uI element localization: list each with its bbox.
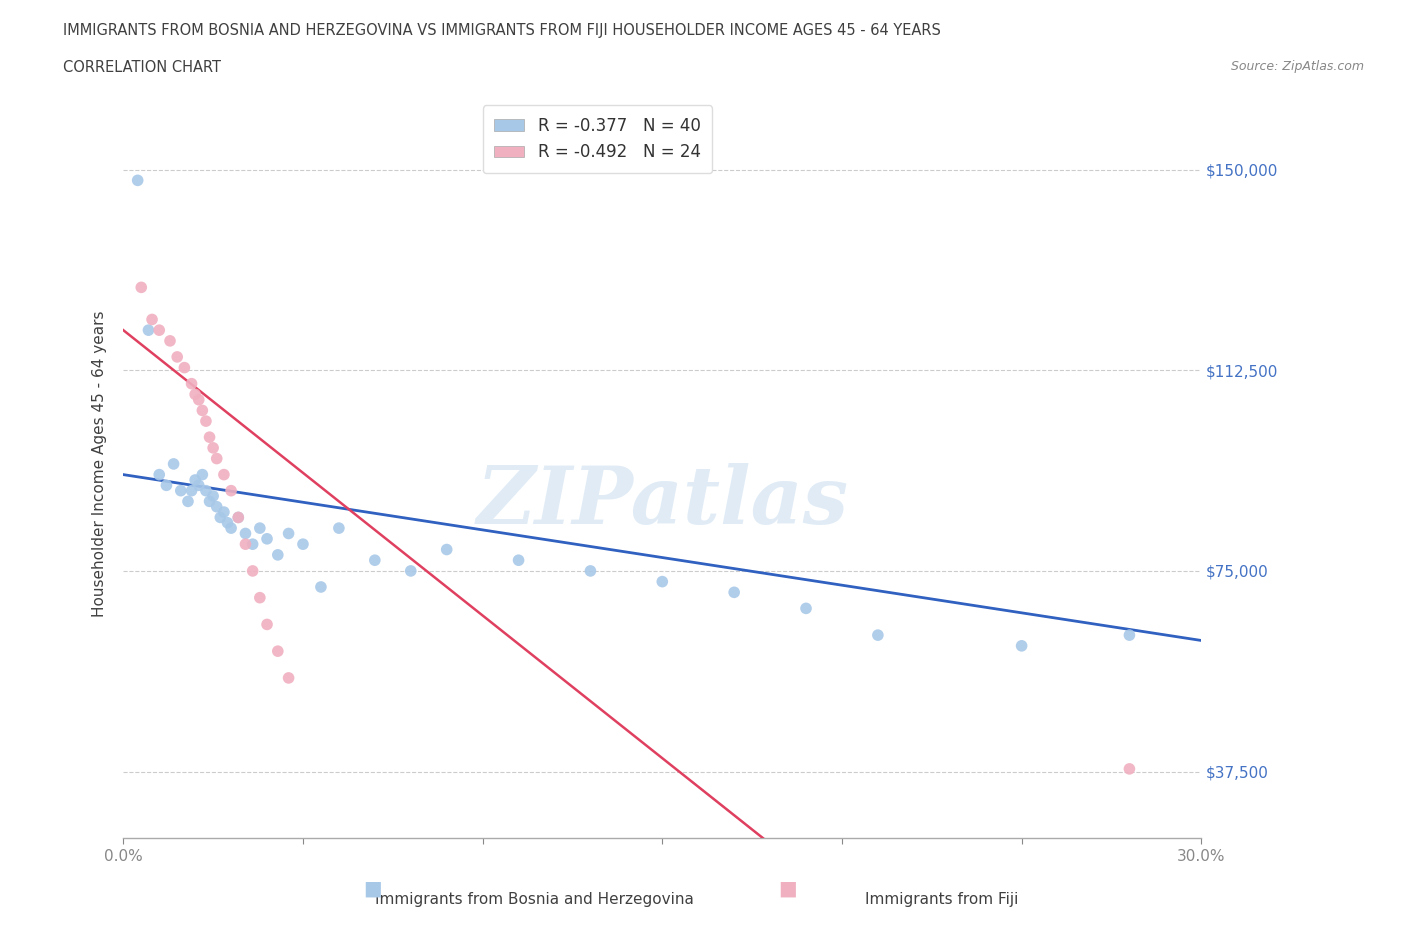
Y-axis label: Householder Income Ages 45 - 64 years: Householder Income Ages 45 - 64 years (93, 311, 107, 618)
Point (723, 585, 745, 600)
Text: CORRELATION CHART: CORRELATION CHART (63, 60, 221, 75)
Point (226, 510, 249, 525)
Point (138, 323, 160, 338)
Point (277, 671, 299, 685)
Point (364, 552, 387, 567)
Point (309, 579, 332, 594)
Point (1118, 762, 1140, 777)
Point (162, 457, 184, 472)
Text: Immigrants from Bosnia and Herzegovina: Immigrants from Bosnia and Herzegovina (375, 892, 693, 907)
Point (217, 515, 239, 530)
Point (202, 488, 225, 503)
Point (235, 537, 257, 551)
Point (219, 484, 242, 498)
Point (277, 526, 299, 541)
Point (198, 494, 221, 509)
Point (508, 552, 530, 567)
Point (249, 591, 271, 605)
Point (177, 494, 200, 509)
Point (141, 312, 163, 327)
Text: Source: ZipAtlas.com: Source: ZipAtlas.com (1230, 60, 1364, 73)
Point (180, 377, 202, 392)
Point (212, 505, 235, 520)
Point (194, 414, 217, 429)
Text: ZIPatlas: ZIPatlas (477, 462, 848, 540)
Point (205, 499, 228, 514)
Point (191, 403, 214, 418)
Point (187, 478, 209, 493)
Point (399, 564, 422, 578)
Point (226, 510, 249, 525)
Point (256, 531, 278, 546)
Point (159, 334, 181, 349)
Point (328, 521, 350, 536)
Legend: R = -0.377   N = 40, R = -0.492   N = 24: R = -0.377 N = 40, R = -0.492 N = 24 (482, 105, 713, 173)
Point (184, 472, 207, 487)
Point (202, 441, 225, 456)
Point (209, 510, 232, 525)
Point (1118, 628, 1140, 643)
Point (127, 173, 149, 188)
Point (794, 601, 817, 616)
Point (187, 392, 209, 407)
Point (129, 280, 152, 295)
Point (267, 548, 290, 563)
Text: IMMIGRANTS FROM BOSNIA AND HERZEGOVINA VS IMMIGRANTS FROM FIJI HOUSEHOLDER INCOM: IMMIGRANTS FROM BOSNIA AND HERZEGOVINA V… (63, 23, 941, 38)
Point (242, 537, 264, 551)
Point (436, 542, 458, 557)
Point (651, 574, 673, 589)
Point (198, 430, 221, 445)
Point (267, 644, 290, 658)
Point (1011, 638, 1033, 653)
Point (166, 350, 188, 365)
Point (191, 467, 214, 482)
Point (291, 537, 314, 551)
Point (184, 387, 207, 402)
Point (235, 526, 257, 541)
Point (205, 451, 228, 466)
Point (579, 564, 602, 578)
Point (170, 484, 193, 498)
Text: ▪: ▪ (363, 875, 382, 904)
Point (256, 617, 278, 631)
Point (212, 467, 235, 482)
Text: Immigrants from Fiji: Immigrants from Fiji (865, 892, 1019, 907)
Text: ▪: ▪ (778, 875, 797, 904)
Point (866, 628, 889, 643)
Point (249, 521, 271, 536)
Point (180, 484, 202, 498)
Point (194, 484, 217, 498)
Point (148, 323, 170, 338)
Point (148, 467, 170, 482)
Point (155, 478, 177, 493)
Point (173, 360, 195, 375)
Point (219, 521, 242, 536)
Point (242, 564, 264, 578)
